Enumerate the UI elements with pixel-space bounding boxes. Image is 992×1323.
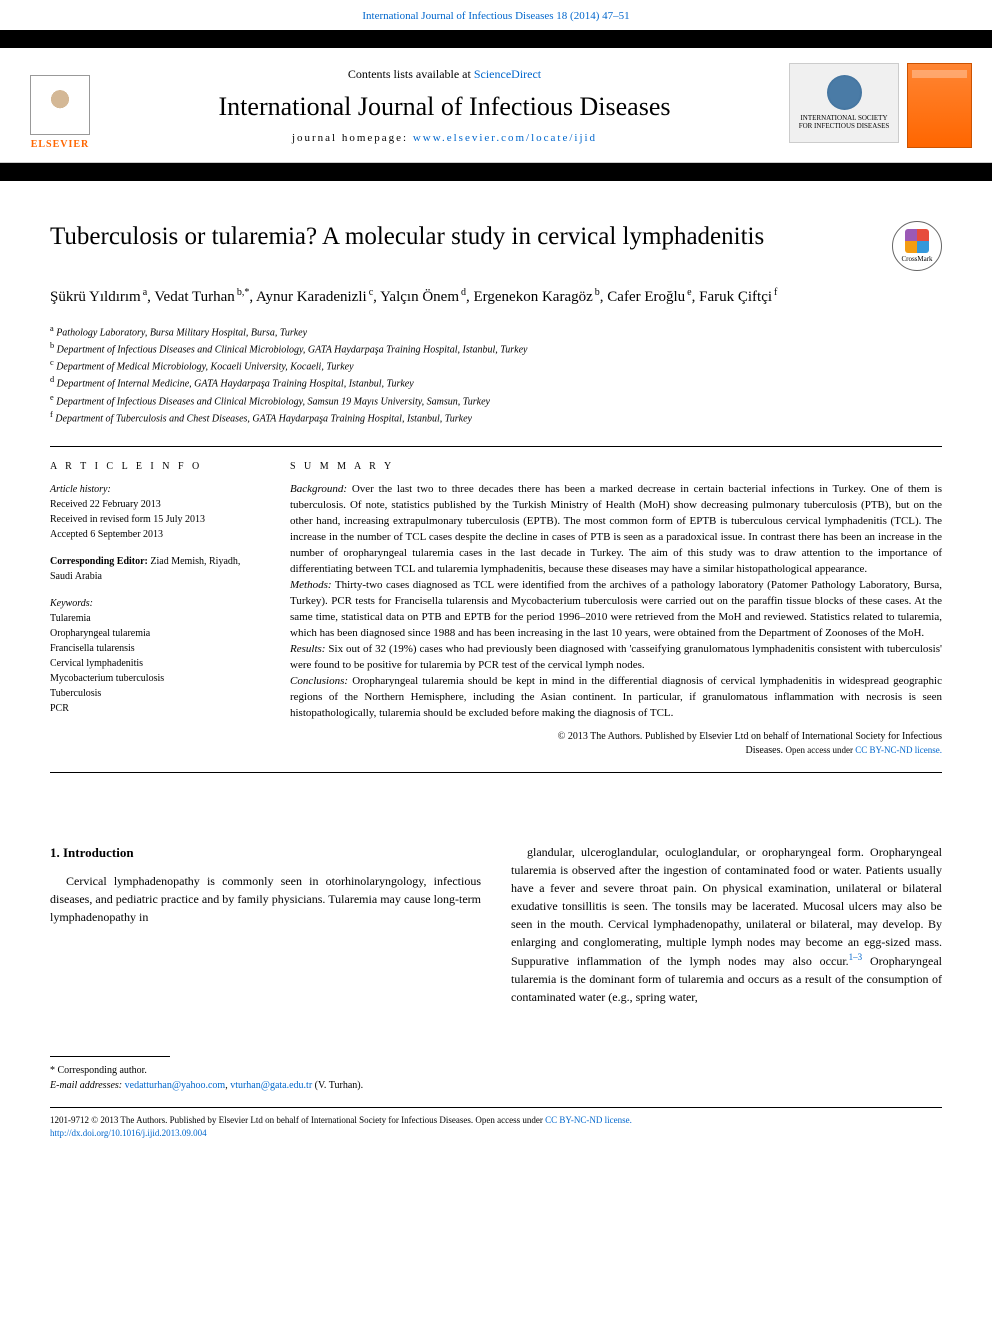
intro-paragraph-2: glandular, ulceroglandular, oculoglandul…	[511, 843, 942, 1006]
footer-issn-line: 1201-9712 © 2013 The Authors. Published …	[50, 1114, 942, 1128]
elsevier-text: ELSEVIER	[31, 139, 90, 150]
email-link-2[interactable]: vturhan@gata.edu.tr	[230, 1080, 312, 1091]
header-citation: International Journal of Infectious Dise…	[0, 0, 992, 30]
author: Yalçın Önem d	[380, 289, 466, 305]
keyword: Tuberculosis	[50, 686, 260, 701]
email-suffix: (V. Turhan).	[312, 1080, 363, 1091]
author: Şükrü Yıldırım a	[50, 289, 147, 305]
author: Vedat Turhan b,*	[154, 289, 249, 305]
methods-text: Thirty-two cases diagnosed as TCL were i…	[290, 579, 942, 639]
homepage-link[interactable]: www.elsevier.com/locate/ijid	[413, 132, 597, 144]
society-line1: INTERNATIONAL SOCIETY	[800, 114, 887, 122]
authors-list: Şükrü Yıldırım a, Vedat Turhan b,*, Aynu…	[50, 285, 942, 309]
intro-paragraph-1: Cervical lymphadenopathy is commonly see…	[50, 872, 481, 926]
article-info-column: A R T I C L E I N F O Article history: R…	[50, 461, 260, 757]
affiliations-list: a Pathology Laboratory, Bursa Military H…	[50, 323, 942, 427]
email-line: E-mail addresses: vedatturhan@yahoo.com,…	[50, 1078, 942, 1093]
corresponding-editor: Corresponding Editor: Ziad Memish, Riyad…	[50, 554, 260, 584]
journal-name: International Journal of Infectious Dise…	[100, 92, 789, 122]
keyword: Oropharyngeal tularemia	[50, 626, 260, 641]
top-black-bar	[0, 30, 992, 48]
bottom-black-bar	[0, 163, 992, 181]
summary-text: Background: Over the last two to three d…	[290, 482, 942, 721]
citation-link[interactable]: International Journal of Infectious Dise…	[362, 10, 629, 22]
affiliation: c Department of Medical Microbiology, Ko…	[50, 357, 942, 374]
keyword: Mycobacterium tuberculosis	[50, 671, 260, 686]
footer: 1201-9712 © 2013 The Authors. Published …	[0, 1108, 992, 1161]
info-summary-row: A R T I C L E I N F O Article history: R…	[50, 446, 942, 772]
results-text: Six out of 32 (19%) cases who had previo…	[290, 643, 942, 671]
footnote-separator	[50, 1056, 170, 1057]
author: Faruk Çiftçi f	[699, 289, 777, 305]
globe-icon	[827, 75, 862, 110]
crossmark-icon	[905, 229, 929, 253]
masthead: ELSEVIER Contents lists available at Sci…	[0, 48, 992, 163]
conclusions-text: Oropharyngeal tularemia should be kept i…	[290, 675, 942, 719]
keyword: PCR	[50, 701, 260, 716]
editor-label: Corresponding Editor:	[50, 556, 148, 567]
accepted-date: Accepted 6 September 2013	[50, 527, 260, 542]
keyword: Tularemia	[50, 611, 260, 626]
introduction-heading: 1. Introduction	[50, 843, 481, 863]
background-label: Background:	[290, 483, 347, 495]
keywords-block: Keywords: TularemiaOropharyngeal tularem…	[50, 596, 260, 716]
footnotes: * Corresponding author. E-mail addresses…	[0, 1063, 992, 1107]
author: Aynur Karadenizli c	[256, 289, 373, 305]
elsevier-tree-icon	[30, 75, 90, 135]
body-column-right: glandular, ulceroglandular, oculoglandul…	[511, 843, 942, 1006]
affiliation: b Department of Infectious Diseases and …	[50, 340, 942, 357]
methods-label: Methods:	[290, 579, 332, 591]
masthead-center: Contents lists available at ScienceDirec…	[100, 67, 789, 144]
affiliation: a Pathology Laboratory, Bursa Military H…	[50, 323, 942, 340]
society-logo: INTERNATIONAL SOCIETY FOR INFECTIOUS DIS…	[789, 63, 899, 143]
license-prefix: Open access under	[786, 745, 856, 755]
homepage-prefix: journal homepage:	[292, 132, 413, 144]
keyword: Cervical lymphadenitis	[50, 656, 260, 671]
footer-license-link[interactable]: CC BY-NC-ND license.	[545, 1115, 632, 1125]
crossmark-badge[interactable]: CrossMark	[892, 221, 942, 271]
crossmark-label: CrossMark	[901, 255, 932, 263]
history-label: Article history:	[50, 482, 260, 497]
conclusions-label: Conclusions:	[290, 675, 348, 687]
doi-link[interactable]: http://dx.doi.org/10.1016/j.ijid.2013.09…	[50, 1128, 207, 1138]
received-date: Received 22 February 2013	[50, 497, 260, 512]
reference-superscript[interactable]: 1–3	[849, 952, 863, 962]
copyright-block: © 2013 The Authors. Published by Elsevie…	[290, 730, 942, 758]
keyword: Francisella tularensis	[50, 641, 260, 656]
email-label: E-mail addresses:	[50, 1080, 125, 1091]
author: Ergenekon Karagöz b	[474, 289, 600, 305]
corresponding-author-note: * Corresponding author.	[50, 1063, 942, 1078]
body-column-left: 1. Introduction Cervical lymphadenopathy…	[50, 843, 481, 1006]
license-link[interactable]: CC BY-NC-ND license.	[855, 745, 942, 755]
article-title: Tuberculosis or tularemia? A molecular s…	[50, 221, 872, 254]
col2-text-1: glandular, ulceroglandular, oculoglandul…	[511, 845, 942, 968]
elsevier-logo[interactable]: ELSEVIER	[20, 60, 100, 150]
email-link-1[interactable]: vedatturhan@yahoo.com	[125, 1080, 226, 1091]
keywords-label: Keywords:	[50, 596, 260, 611]
revised-date: Received in revised form 15 July 2013	[50, 512, 260, 527]
sciencedirect-link[interactable]: ScienceDirect	[474, 67, 541, 81]
article-history: Article history: Received 22 February 20…	[50, 482, 260, 542]
issn-text: 1201-9712 © 2013 The Authors. Published …	[50, 1115, 475, 1125]
article-header: Tuberculosis or tularemia? A molecular s…	[0, 181, 992, 843]
copyright-line2: Diseases.	[746, 745, 786, 756]
affiliation: d Department of Internal Medicine, GATA …	[50, 374, 942, 391]
society-line2: FOR INFECTIOUS DISEASES	[799, 122, 890, 130]
article-info-heading: A R T I C L E I N F O	[50, 461, 260, 472]
results-label: Results:	[290, 643, 325, 655]
homepage-line: journal homepage: www.elsevier.com/locat…	[100, 132, 789, 144]
masthead-right: INTERNATIONAL SOCIETY FOR INFECTIOUS DIS…	[789, 63, 972, 148]
affiliation: f Department of Tuberculosis and Chest D…	[50, 409, 942, 426]
footer-license-prefix: Open access under	[475, 1115, 545, 1125]
journal-cover-thumbnail	[907, 63, 972, 148]
summary-column: S U M M A R Y Background: Over the last …	[290, 461, 942, 757]
summary-heading: S U M M A R Y	[290, 461, 942, 472]
body-columns: 1. Introduction Cervical lymphadenopathy…	[0, 843, 992, 1026]
contents-prefix: Contents lists available at	[348, 67, 474, 81]
affiliation: e Department of Infectious Diseases and …	[50, 392, 942, 409]
contents-line: Contents lists available at ScienceDirec…	[100, 67, 789, 82]
author: Cafer Eroğlu e	[607, 289, 691, 305]
background-text: Over the last two to three decades there…	[290, 483, 942, 575]
copyright-line1: © 2013 The Authors. Published by Elsevie…	[558, 731, 942, 742]
